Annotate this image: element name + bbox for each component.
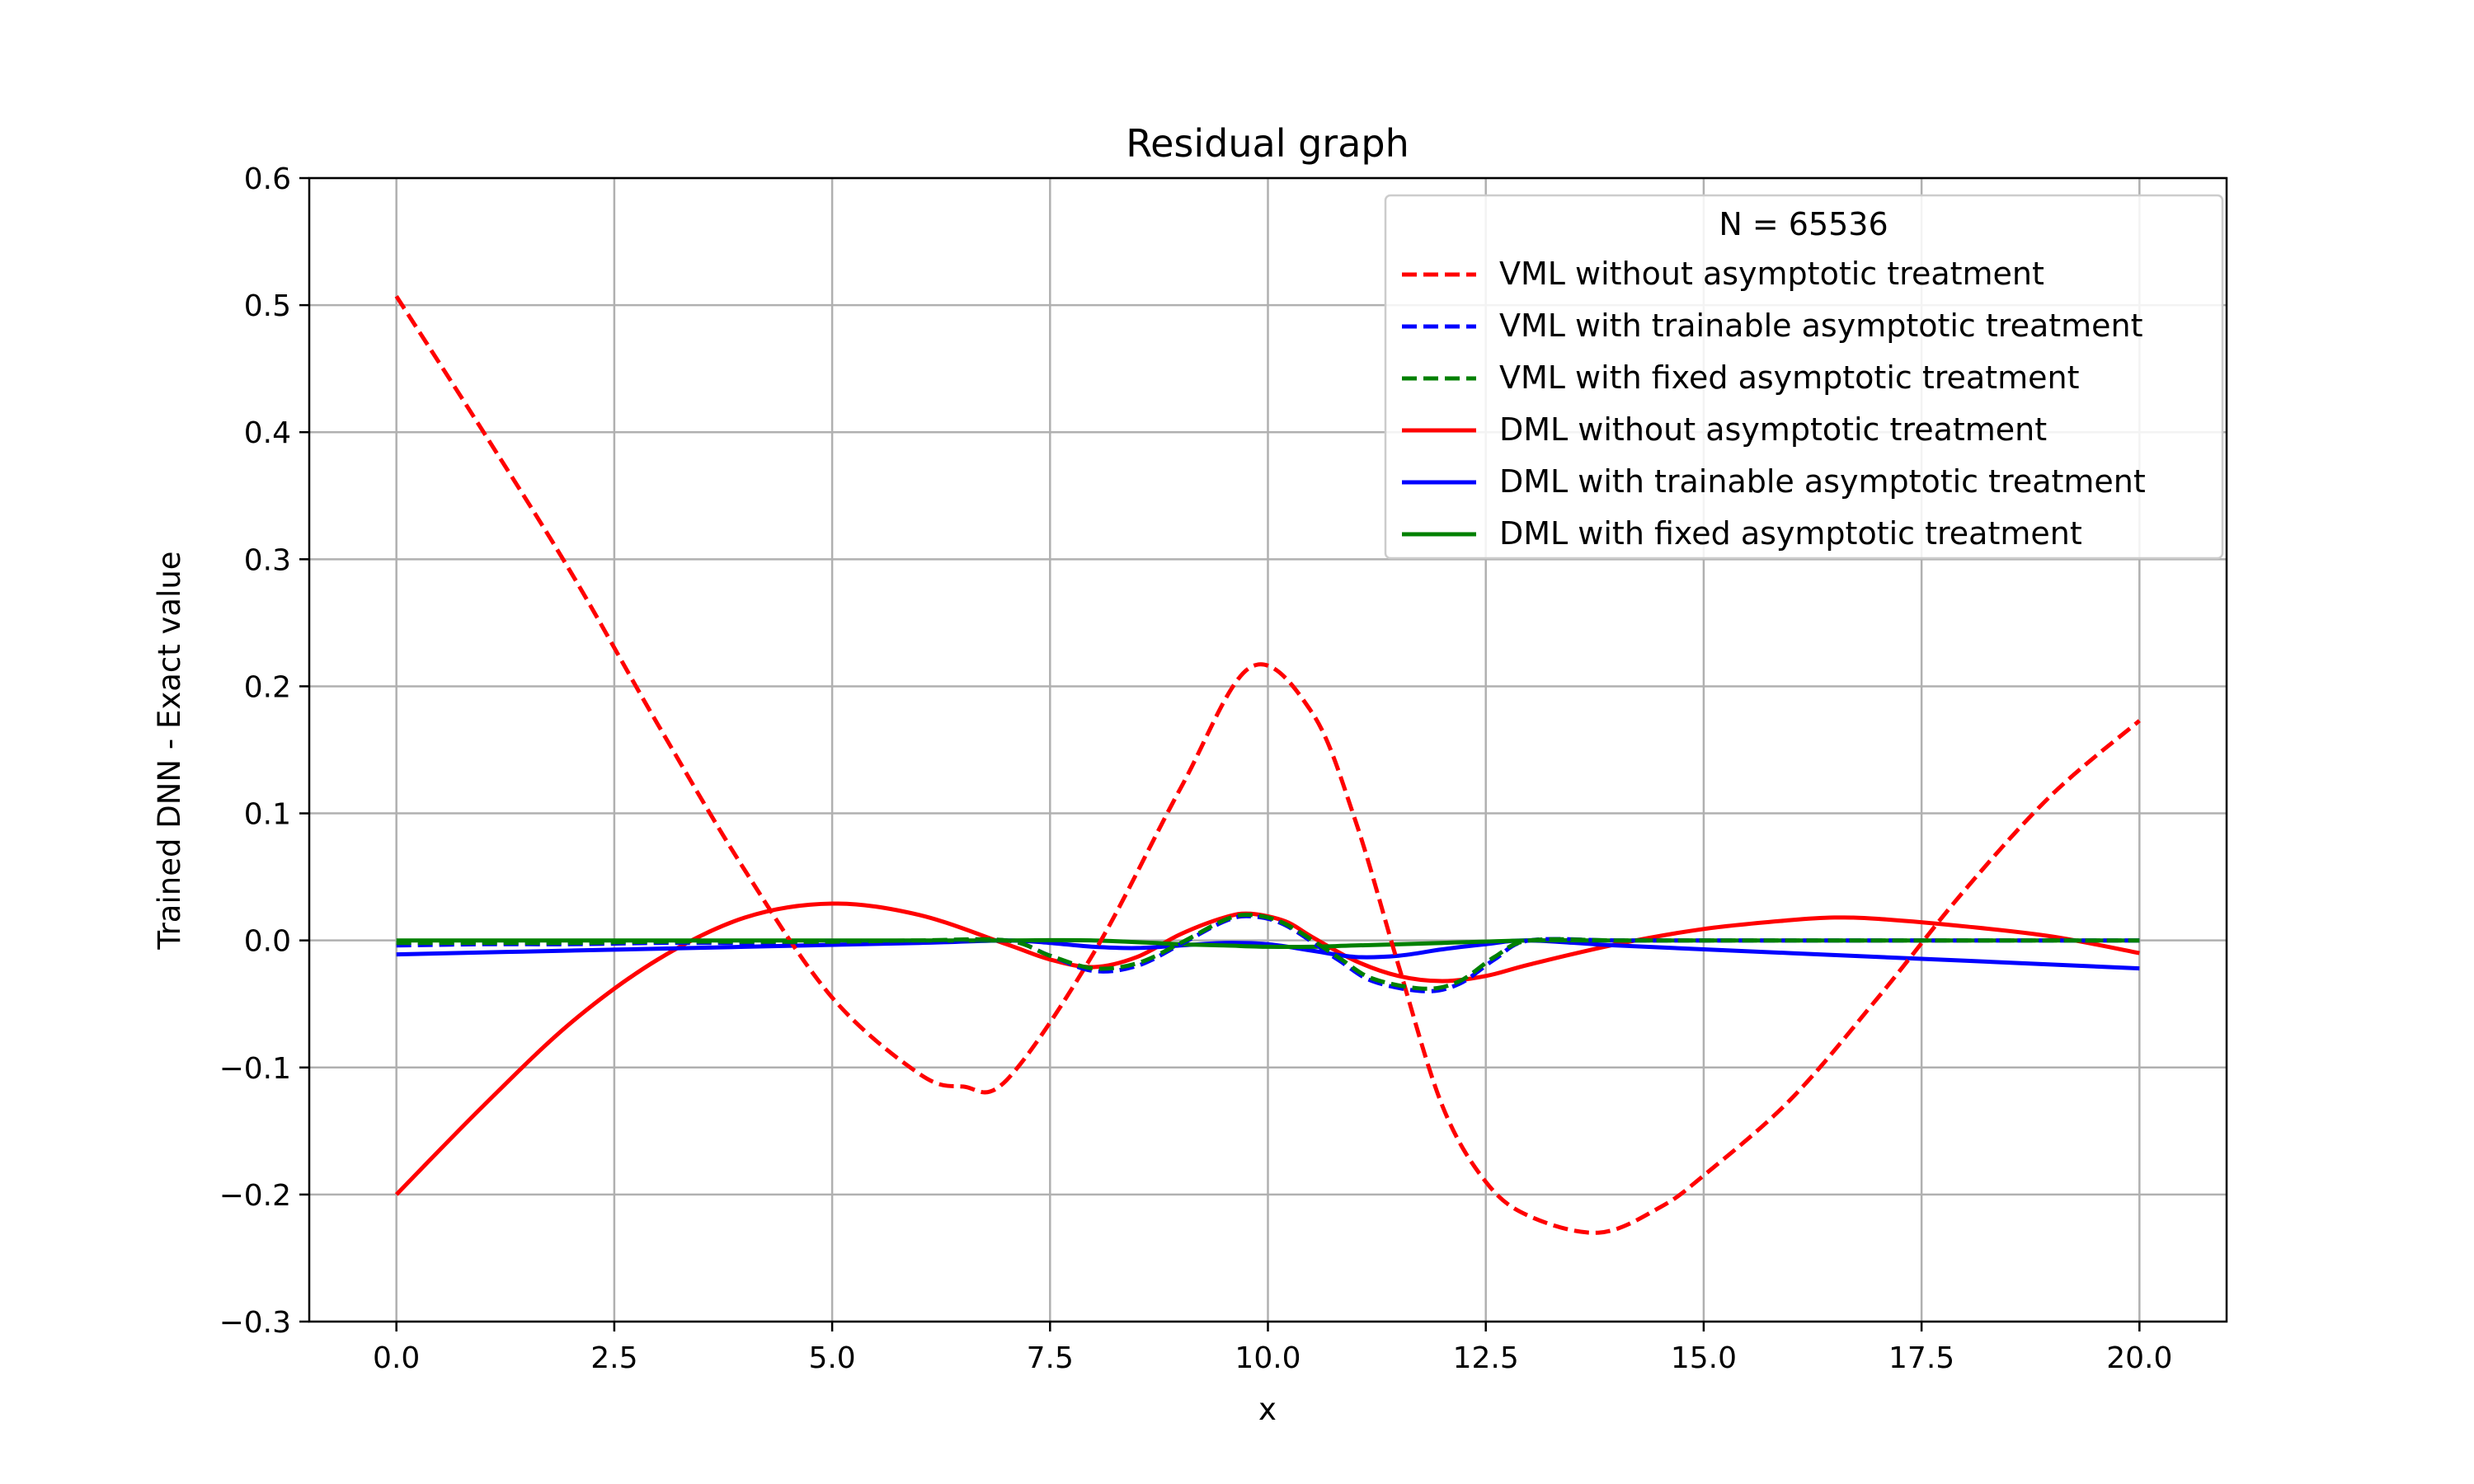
legend: N = 65536 VML without asymptotic treatme… bbox=[1384, 194, 2224, 560]
y-tick-label: −0.2 bbox=[219, 1179, 291, 1213]
legend-label: DML with fixed asymptotic treatment bbox=[1499, 515, 2082, 552]
y-tick-label: 0.4 bbox=[244, 416, 291, 450]
y-tick-label: −0.3 bbox=[219, 1306, 291, 1340]
legend-title: N = 65536 bbox=[1719, 206, 1888, 242]
y-tick-label: 0.5 bbox=[244, 289, 291, 323]
x-tick-label: 10.0 bbox=[1235, 1341, 1300, 1375]
y-tick-label: 0.0 bbox=[244, 925, 291, 959]
x-tick-label: 20.0 bbox=[2106, 1341, 2172, 1375]
y-tick-label: 0.1 bbox=[244, 798, 291, 832]
legend-label: VML without asymptotic treatment bbox=[1499, 256, 2044, 292]
x-axis-label: x bbox=[1258, 1392, 1277, 1427]
legend-label: DML with trainable asymptotic treatment bbox=[1499, 463, 2146, 500]
legend-label: DML without asymptotic treatment bbox=[1499, 411, 2047, 448]
x-tick-label: 15.0 bbox=[1671, 1341, 1737, 1375]
x-tick-label: 2.5 bbox=[590, 1341, 637, 1375]
x-tick-label: 0.0 bbox=[373, 1341, 420, 1375]
legend-label: VML with fixed asymptotic treatment bbox=[1499, 359, 2079, 396]
x-tick-label: 5.0 bbox=[808, 1341, 855, 1375]
series-line-vml-without-asymptotic-treatment bbox=[394, 294, 2141, 1235]
x-tick-label: 7.5 bbox=[1027, 1341, 1074, 1375]
series-line-vml-with-fixed-asymptotic-treatment bbox=[396, 913, 2140, 991]
y-tick-label: 0.3 bbox=[244, 543, 291, 577]
x-tick-label: 12.5 bbox=[1453, 1341, 1519, 1375]
legend-box bbox=[1384, 194, 2224, 560]
chart-title: Residual graph bbox=[1126, 121, 1409, 166]
y-tick-label: 0.6 bbox=[244, 162, 291, 196]
legend-label: VML with trainable asymptotic treatment bbox=[1499, 308, 2143, 344]
x-tick-label: 17.5 bbox=[1888, 1341, 1954, 1375]
series-line-dml-with-trainable-asymptotic-treatment bbox=[396, 938, 2140, 971]
series-lines bbox=[394, 294, 2141, 1235]
y-axis-label: Trained DNN - Exact value bbox=[152, 551, 187, 950]
y-tick-label: −0.1 bbox=[219, 1052, 291, 1086]
y-tick-label: 0.2 bbox=[244, 670, 291, 704]
axis-ticks: 0.0 2.5 5.0 7.5 10.0 12.5 15.0 17.5 20.0 −0.3 −0.2… bbox=[219, 162, 2173, 1375]
